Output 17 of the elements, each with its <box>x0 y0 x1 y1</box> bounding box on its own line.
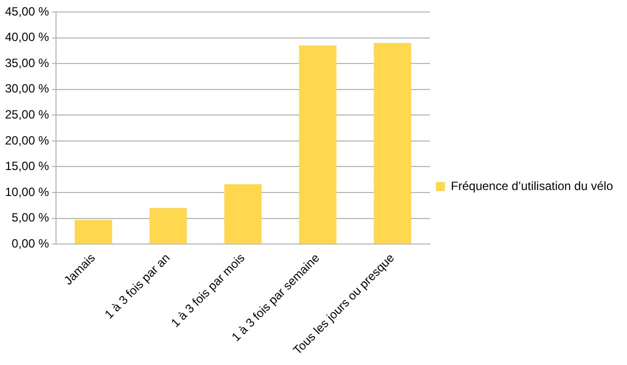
x-tick-label: 1 à 3 fois par an <box>102 250 173 322</box>
y-tick-label: 20,00 % <box>4 133 50 148</box>
bar <box>224 184 262 244</box>
bar <box>74 220 112 244</box>
y-tick-label: 15,00 % <box>4 159 50 174</box>
y-tick-label: 0,00 % <box>12 236 50 250</box>
bar <box>299 46 336 244</box>
y-tick-label: 30,00 % <box>4 82 50 96</box>
y-tick-label: 5,00 % <box>12 210 50 225</box>
legend-label: Fréquence d’utilisation du vélo <box>450 178 614 193</box>
y-tick-label: 35,00 % <box>4 56 50 70</box>
y-tick-label: 45,00 % <box>4 4 50 18</box>
y-tick-label: 10,00 % <box>4 184 50 199</box>
y-tick-label: 25,00 % <box>4 107 50 122</box>
y-tick-label: 40,00 % <box>4 30 50 44</box>
bar <box>150 208 187 244</box>
bar <box>374 42 412 244</box>
